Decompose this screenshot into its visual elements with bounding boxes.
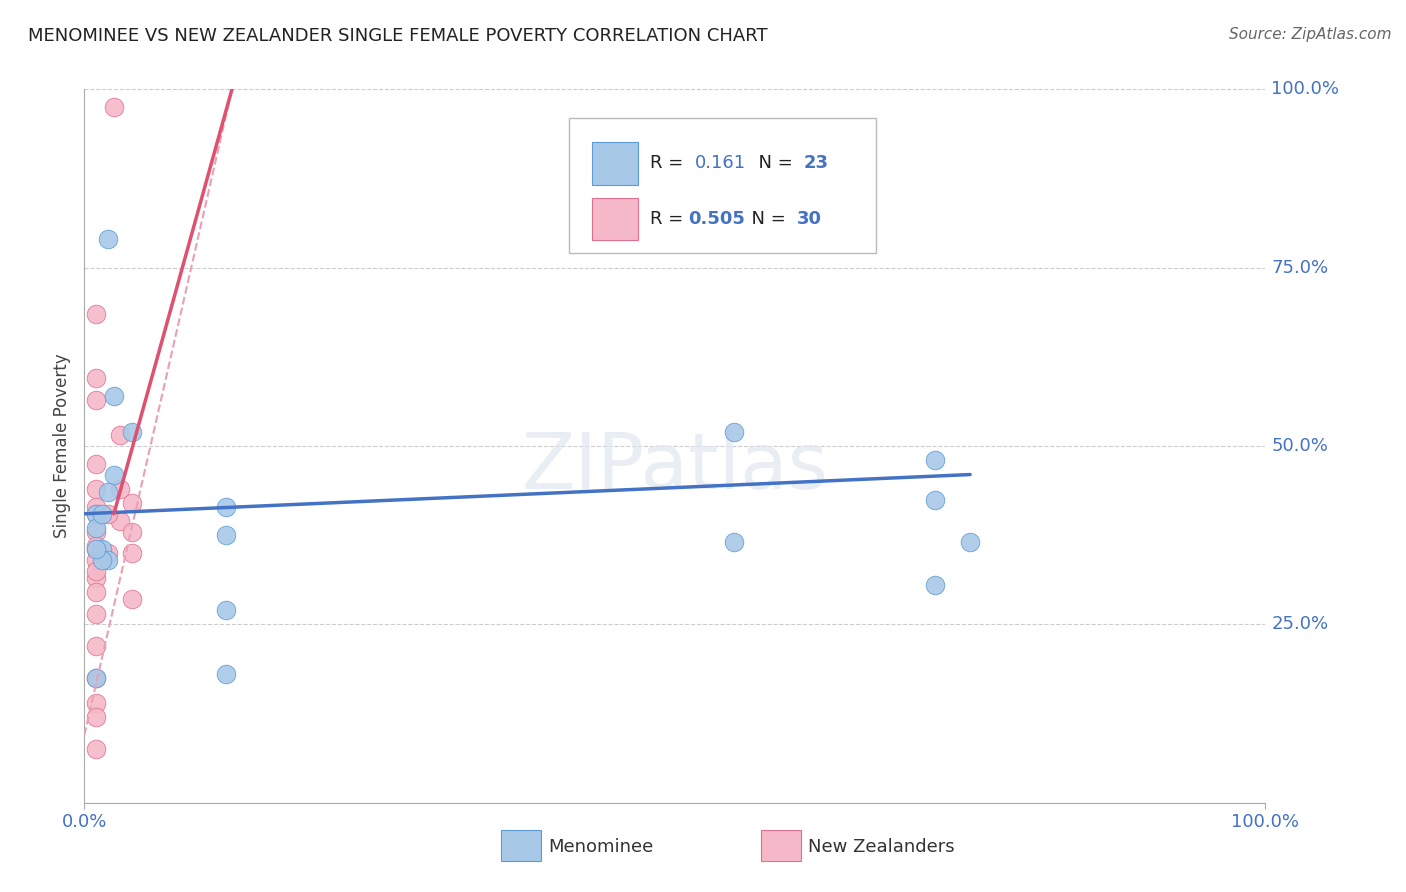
- Text: 100.0%: 100.0%: [1271, 80, 1340, 98]
- Point: [84, 585, 107, 599]
- Text: 30: 30: [797, 211, 821, 228]
- FancyBboxPatch shape: [761, 830, 801, 862]
- FancyBboxPatch shape: [502, 830, 541, 862]
- Point: [84, 710, 107, 724]
- Point: [84, 457, 107, 471]
- Point: [924, 453, 946, 467]
- Text: R =: R =: [650, 211, 689, 228]
- Point: [121, 425, 143, 439]
- Point: [103, 100, 125, 114]
- Text: MENOMINEE VS NEW ZEALANDER SINGLE FEMALE POVERTY CORRELATION CHART: MENOMINEE VS NEW ZEALANDER SINGLE FEMALE…: [28, 27, 768, 45]
- Point: [84, 524, 107, 539]
- Point: [723, 535, 745, 549]
- Text: Menominee: Menominee: [548, 838, 654, 856]
- Text: R =: R =: [650, 154, 695, 172]
- Point: [121, 592, 143, 607]
- Point: [91, 542, 114, 557]
- Text: 75.0%: 75.0%: [1271, 259, 1329, 277]
- Point: [103, 467, 125, 482]
- Text: Source: ZipAtlas.com: Source: ZipAtlas.com: [1229, 27, 1392, 42]
- Text: 50.0%: 50.0%: [1271, 437, 1329, 455]
- Point: [84, 371, 107, 385]
- Point: [84, 307, 107, 321]
- Y-axis label: Single Female Poverty: Single Female Poverty: [53, 354, 72, 538]
- Point: [84, 392, 107, 407]
- Point: [84, 542, 107, 557]
- Point: [215, 500, 238, 514]
- Point: [215, 667, 238, 681]
- Point: [108, 428, 131, 442]
- Point: [84, 482, 107, 496]
- Text: 25.0%: 25.0%: [1271, 615, 1329, 633]
- FancyBboxPatch shape: [592, 143, 638, 185]
- Text: N =: N =: [747, 154, 799, 172]
- Point: [215, 528, 238, 542]
- Text: 0.161: 0.161: [695, 154, 747, 172]
- FancyBboxPatch shape: [592, 198, 638, 240]
- Point: [84, 521, 107, 535]
- Point: [84, 553, 107, 567]
- Point: [84, 539, 107, 553]
- Text: 0.505: 0.505: [688, 211, 745, 228]
- Point: [84, 671, 107, 685]
- Point: [84, 571, 107, 585]
- Point: [91, 507, 114, 521]
- Point: [97, 553, 120, 567]
- Text: New Zealanders: New Zealanders: [808, 838, 955, 856]
- Point: [84, 639, 107, 653]
- Text: 23: 23: [804, 154, 828, 172]
- Point: [959, 535, 981, 549]
- Point: [121, 496, 143, 510]
- Point: [97, 546, 120, 560]
- Text: ZIPatlas: ZIPatlas: [522, 429, 828, 506]
- Point: [108, 514, 131, 528]
- Point: [84, 564, 107, 578]
- Point: [723, 425, 745, 439]
- Point: [215, 603, 238, 617]
- Text: N =: N =: [740, 211, 792, 228]
- Point: [84, 542, 107, 557]
- Point: [84, 696, 107, 710]
- Point: [103, 389, 125, 403]
- Point: [924, 578, 946, 592]
- Point: [84, 742, 107, 756]
- Point: [84, 507, 107, 521]
- Point: [84, 671, 107, 685]
- Point: [924, 492, 946, 507]
- Point: [121, 546, 143, 560]
- Point: [108, 482, 131, 496]
- Point: [97, 485, 120, 500]
- Point: [91, 553, 114, 567]
- Point: [121, 524, 143, 539]
- Point: [97, 507, 120, 521]
- Point: [84, 607, 107, 621]
- FancyBboxPatch shape: [568, 118, 876, 253]
- Point: [84, 500, 107, 514]
- Point: [97, 232, 120, 246]
- Point: [84, 507, 107, 521]
